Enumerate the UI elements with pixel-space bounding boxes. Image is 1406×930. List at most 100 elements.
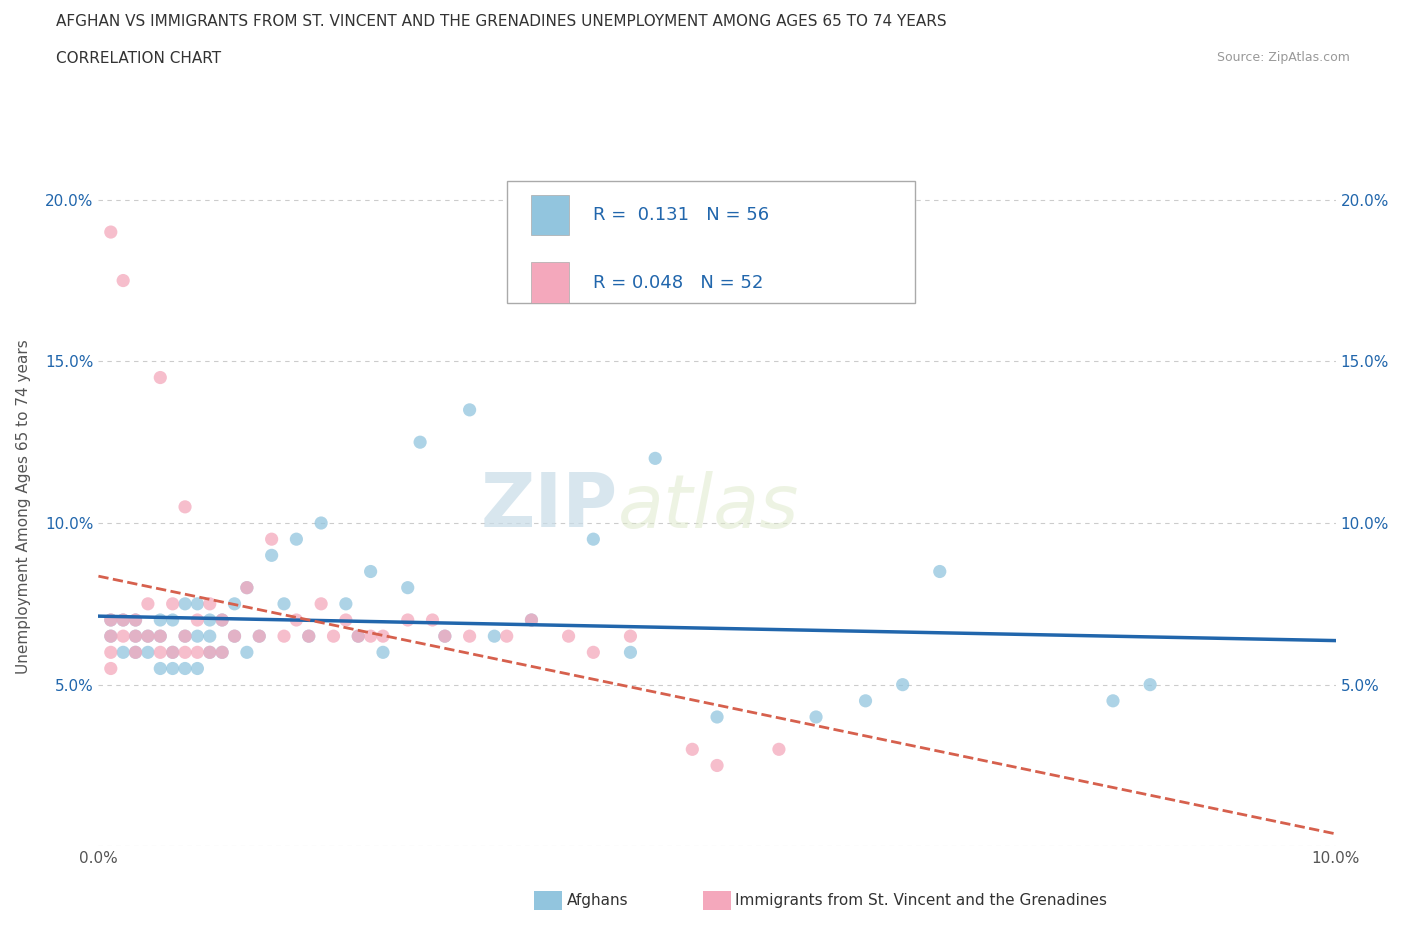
Point [124, 629, 146, 644]
Point [174, 661, 197, 676]
Text: Afghans: Afghans [567, 893, 628, 908]
Point [198, 613, 221, 628]
Point [1139, 677, 1161, 692]
Point [298, 629, 321, 644]
Point [112, 629, 135, 644]
Point [371, 629, 394, 644]
Point [224, 629, 246, 644]
Point [100, 613, 122, 628]
Text: R = 0.048   N = 52: R = 0.048 N = 52 [593, 273, 763, 292]
Point [557, 629, 579, 644]
Point [198, 629, 221, 644]
Point [247, 629, 270, 644]
Point [100, 629, 122, 644]
Point [186, 644, 208, 659]
Text: Source: ZipAtlas.com: Source: ZipAtlas.com [1216, 51, 1350, 64]
Point [495, 629, 517, 644]
Point [422, 613, 444, 628]
Point [298, 629, 321, 644]
Point [458, 403, 481, 418]
Point [124, 613, 146, 628]
Point [186, 661, 208, 676]
Point [520, 613, 543, 628]
Point [804, 710, 827, 724]
Point [855, 694, 877, 709]
Point [149, 370, 172, 385]
Point [162, 644, 184, 659]
Point [1102, 694, 1125, 709]
Point [186, 629, 208, 644]
Point [211, 644, 233, 659]
Point [149, 644, 172, 659]
Point [309, 596, 332, 611]
Point [174, 644, 197, 659]
Point [136, 629, 159, 644]
Point [247, 629, 270, 644]
Point [112, 273, 135, 288]
FancyBboxPatch shape [506, 181, 915, 303]
Point [644, 451, 666, 466]
Point [149, 629, 172, 644]
Point [433, 629, 456, 644]
Point [433, 629, 456, 644]
Point [582, 532, 605, 547]
Point [186, 596, 208, 611]
Point [236, 580, 259, 595]
Point [186, 613, 208, 628]
Point [619, 629, 641, 644]
Point [124, 629, 146, 644]
Y-axis label: Unemployment Among Ages 65 to 74 years: Unemployment Among Ages 65 to 74 years [17, 339, 31, 674]
Point [136, 644, 159, 659]
Point [360, 629, 382, 644]
Point [582, 644, 605, 659]
Point [396, 613, 419, 628]
Point [211, 613, 233, 628]
Point [458, 629, 481, 644]
Point [273, 596, 295, 611]
Point [174, 629, 197, 644]
Point [112, 644, 135, 659]
Point [162, 661, 184, 676]
Point [124, 644, 146, 659]
Point [706, 758, 728, 773]
Text: Immigrants from St. Vincent and the Grenadines: Immigrants from St. Vincent and the Gren… [735, 893, 1108, 908]
Point [681, 742, 703, 757]
Point [891, 677, 914, 692]
Point [928, 565, 950, 579]
Point [236, 644, 259, 659]
Point [124, 644, 146, 659]
Point [136, 629, 159, 644]
Point [198, 644, 221, 659]
Point [360, 565, 382, 579]
Point [484, 629, 506, 644]
Point [335, 613, 357, 628]
Point [322, 629, 344, 644]
Point [198, 596, 221, 611]
Bar [531, 194, 568, 235]
Text: ZIP: ZIP [481, 471, 619, 543]
Point [100, 225, 122, 240]
Point [136, 596, 159, 611]
Point [100, 629, 122, 644]
Point [224, 596, 246, 611]
Point [347, 629, 370, 644]
Point [100, 661, 122, 676]
Point [211, 644, 233, 659]
Point [309, 515, 332, 530]
Point [260, 532, 283, 547]
Point [371, 644, 394, 659]
Text: R =  0.131   N = 56: R = 0.131 N = 56 [593, 206, 769, 224]
Point [174, 596, 197, 611]
Point [162, 613, 184, 628]
Text: AFGHAN VS IMMIGRANTS FROM ST. VINCENT AND THE GRENADINES UNEMPLOYMENT AMONG AGES: AFGHAN VS IMMIGRANTS FROM ST. VINCENT AN… [56, 14, 946, 29]
Point [396, 580, 419, 595]
Point [149, 661, 172, 676]
Point [100, 613, 122, 628]
Point [162, 596, 184, 611]
Point [174, 629, 197, 644]
Point [112, 613, 135, 628]
Point [285, 532, 308, 547]
Point [198, 644, 221, 659]
Point [100, 644, 122, 659]
Point [619, 644, 641, 659]
